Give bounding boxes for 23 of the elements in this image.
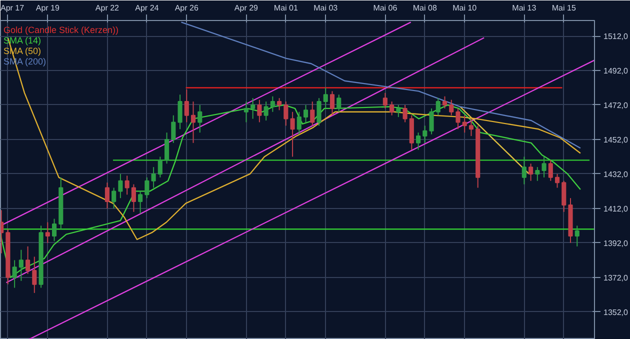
y-tick-label: 1472,0 bbox=[604, 100, 629, 110]
y-tick-label: 1452,0 bbox=[604, 135, 629, 144]
x-tick-label: Apr 19 bbox=[36, 4, 60, 12]
x-tick-label: Apr 24 bbox=[135, 4, 160, 12]
x-tick-label: Mai 03 bbox=[314, 4, 338, 12]
text: Gold (Candle Stick (Kerzen)) bbox=[3, 24, 119, 35]
x-tick-label: Apr 26 bbox=[174, 4, 199, 12]
y-tick-label: 1412,0 bbox=[604, 204, 629, 214]
x-tick-label: Mai 06 bbox=[373, 4, 398, 12]
x-tick-label: Mai 08 bbox=[412, 4, 438, 12]
y-tick-label: 1512,0 bbox=[604, 32, 629, 42]
x-tick-label: Mai 10 bbox=[452, 4, 478, 12]
y-tick-label: 1492,0 bbox=[604, 66, 629, 76]
y-tick-label: 1352,0 bbox=[604, 308, 629, 317]
x-tick-label: Apr 22 bbox=[95, 4, 120, 12]
x-tick-label: Apr 29 bbox=[234, 4, 259, 12]
y-tick-label: 1372,0 bbox=[604, 273, 629, 282]
y-tick-label: 1392,0 bbox=[604, 238, 629, 248]
y-tick-label: 1432,0 bbox=[604, 170, 629, 179]
x-tick-label: Apr 17 bbox=[0, 4, 25, 12]
x-tick-label: Mai 01 bbox=[274, 4, 298, 12]
x-tick-label: Mai 13 bbox=[512, 4, 537, 12]
x-tick-label: Mai 15 bbox=[552, 4, 576, 12]
